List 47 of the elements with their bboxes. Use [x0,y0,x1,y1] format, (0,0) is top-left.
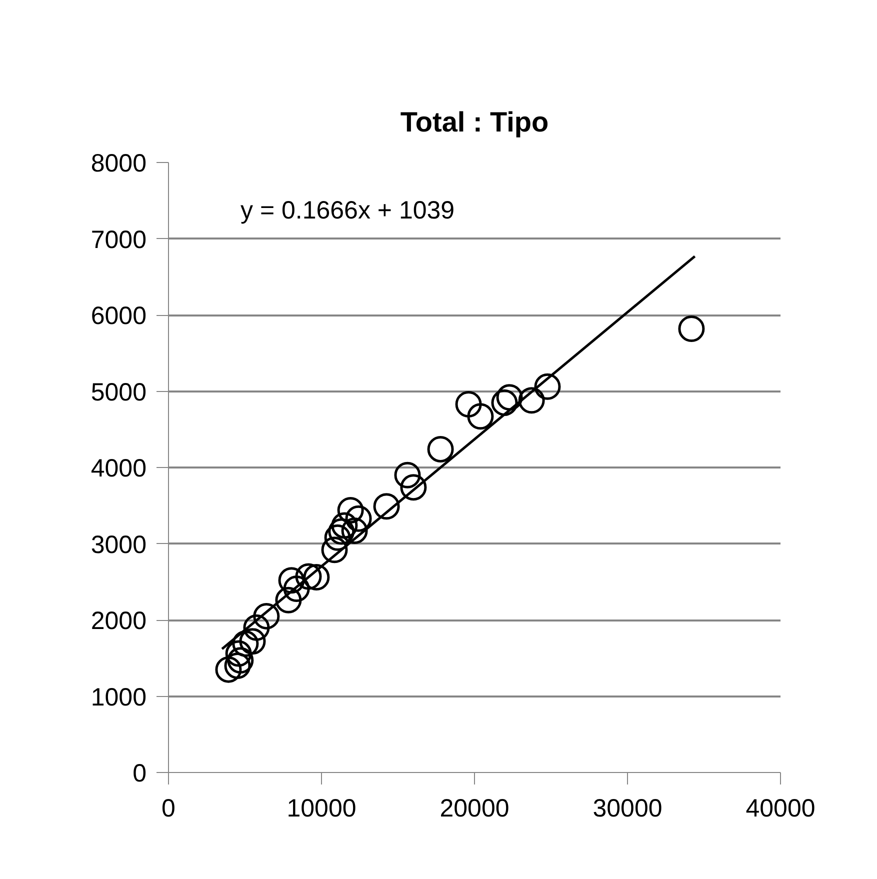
y-tick-label: 1000 [90,683,147,712]
y-tick-label: 0 [132,760,146,788]
point [427,436,454,462]
annotation: y = 0.1666x + 1039 [240,196,455,224]
point [331,512,358,539]
y-tick-label: 5000 [90,378,147,406]
point [345,505,372,532]
point [275,586,302,614]
point [678,316,705,342]
x-tick-label: 0 [162,794,176,822]
chart-title: Total : Tipo [400,106,549,138]
x-tick-label: 40000 [746,794,816,822]
point [324,524,351,551]
y-tick-label: 2000 [90,607,147,635]
y-tick-label: 8000 [90,150,147,178]
point [321,536,348,564]
point [518,387,545,414]
point [337,496,364,524]
point [253,602,280,630]
x-tick-label: 20000 [440,794,510,822]
point [455,390,482,418]
x-tick-label: 30000 [592,794,662,822]
point [534,373,561,400]
point [373,493,400,520]
point [394,462,421,488]
point [224,652,251,679]
point [491,389,518,416]
point [225,640,252,667]
y-tick-label: 4000 [90,454,147,482]
point [400,474,427,501]
point [283,576,310,602]
point [295,563,322,590]
point [239,628,266,655]
point [496,384,523,411]
point [243,614,270,641]
point [341,518,368,544]
point [328,518,355,545]
point [215,656,242,683]
point [227,647,254,674]
y-tick-label: 7000 [90,226,147,254]
y-tick-label: 3000 [90,530,147,559]
point [303,564,330,591]
x-tick-label: 10000 [286,794,356,822]
point [232,630,259,657]
y-tick-label: 6000 [90,302,147,330]
point [467,403,494,430]
point [278,567,305,594]
